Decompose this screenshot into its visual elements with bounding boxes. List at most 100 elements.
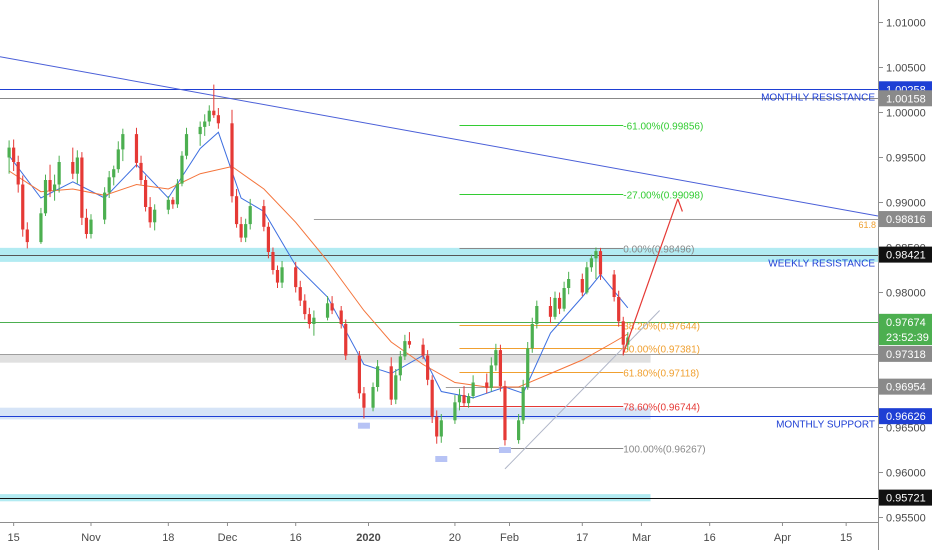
- candle: [280, 261, 284, 288]
- candle-body: [39, 213, 43, 243]
- candle: [203, 114, 207, 136]
- candle: [112, 165, 116, 186]
- candle: [198, 121, 202, 146]
- candle: [594, 247, 598, 279]
- price-badge[interactable]: [879, 345, 932, 362]
- candle-body: [166, 199, 170, 210]
- candle-body: [207, 110, 211, 122]
- candle: [234, 189, 239, 228]
- price-badge[interactable]: [879, 211, 932, 228]
- fib-level-label: 100.00%(0.96267): [623, 445, 705, 456]
- fib-level-label: 78.60%(0.96744): [623, 403, 700, 414]
- candle-body: [407, 341, 412, 345]
- trendline-label: 61.8: [858, 220, 876, 230]
- candle: [212, 84, 216, 118]
- candle: [435, 410, 439, 444]
- price-badge[interactable]: [879, 408, 932, 425]
- time-tick-label: Mar: [632, 532, 651, 544]
- candle-body: [121, 134, 125, 150]
- candle-body: [84, 217, 89, 234]
- candle-body: [521, 387, 525, 421]
- candle-body: [503, 386, 507, 441]
- price-badge[interactable]: [879, 489, 932, 506]
- price-tick-label: 1.00500: [886, 63, 926, 75]
- candle-body: [48, 180, 52, 191]
- price-badge-label: 0.97674: [886, 317, 926, 329]
- candle: [489, 357, 493, 392]
- candle: [275, 265, 280, 288]
- candle-body: [517, 420, 521, 441]
- candle: [339, 306, 343, 329]
- candle: [553, 291, 557, 320]
- time-tick-label: 15: [8, 532, 20, 544]
- zone-band: [0, 354, 651, 363]
- candle-body: [275, 270, 280, 283]
- candle: [84, 208, 89, 239]
- price-tick-label: 0.98000: [886, 288, 926, 300]
- candle-body: [371, 387, 375, 408]
- price-tick-label: 0.95500: [886, 513, 926, 525]
- candles-layer: [7, 84, 630, 446]
- candle: [171, 197, 175, 209]
- price-axis[interactable]: 0.955000.960000.965000.970000.975000.980…: [879, 0, 932, 525]
- candle: [498, 344, 503, 392]
- candle: [362, 387, 366, 419]
- candle: [21, 175, 25, 237]
- candle-body: [266, 226, 271, 252]
- candle-body: [103, 192, 107, 220]
- candle: [16, 155, 20, 193]
- time-tick-label: 18: [162, 532, 174, 544]
- price-badge-label: 0.96954: [886, 382, 926, 394]
- price-badge-label: 0.95721: [886, 493, 926, 505]
- fib-level-label: 0.00%(0.98496): [623, 245, 694, 256]
- candle: [580, 273, 584, 297]
- candle: [466, 393, 471, 408]
- candle: [589, 254, 593, 272]
- candle: [548, 297, 553, 324]
- candle-body: [471, 382, 475, 396]
- time-axis[interactable]: 15 Nov 18 Dec 16 2020 20 Feb 17 Mar 16 Apr 15: [0, 522, 878, 550]
- candle-body: [612, 274, 616, 297]
- candle-body: [71, 162, 75, 174]
- bar-countdown-badge[interactable]: [879, 329, 932, 346]
- candle-body: [435, 416, 439, 437]
- price-badge-label: 0.98816: [886, 214, 926, 226]
- candle-body: [212, 110, 216, 116]
- price-tick-label: 0.96500: [886, 423, 926, 435]
- candle: [535, 300, 539, 329]
- candle-body: [43, 180, 48, 214]
- candle-body: [526, 348, 530, 387]
- candle: [148, 197, 152, 228]
- candle-body: [325, 303, 330, 318]
- fib-level-label: 50.00%(0.97381): [623, 345, 700, 356]
- price-badge[interactable]: [879, 90, 932, 107]
- candle: [139, 155, 143, 185]
- candle-body: [75, 157, 79, 174]
- price-badge[interactable]: [879, 378, 932, 395]
- candle-body: [344, 324, 348, 356]
- swing-low-marker: [498, 447, 511, 453]
- candle: [80, 152, 84, 225]
- candle: [166, 196, 170, 215]
- candle-body: [485, 382, 489, 388]
- candle-body: [230, 123, 234, 197]
- candle: [485, 373, 489, 394]
- candle: [7, 140, 11, 174]
- candle-body: [585, 267, 589, 293]
- candle-body: [143, 180, 148, 207]
- level-label: MONTHLY RESISTANCE: [761, 93, 875, 104]
- candle-body: [112, 169, 116, 178]
- candle: [617, 290, 621, 327]
- candle: [244, 218, 248, 243]
- candle: [457, 388, 462, 411]
- price-badge[interactable]: [879, 246, 932, 263]
- candle: [52, 174, 57, 201]
- price-badge[interactable]: [879, 313, 932, 330]
- candle: [271, 247, 275, 275]
- candle-body: [216, 115, 220, 124]
- price-tick-label: 0.99000: [886, 198, 926, 210]
- candle-body: [557, 297, 562, 309]
- candle-body: [594, 251, 598, 259]
